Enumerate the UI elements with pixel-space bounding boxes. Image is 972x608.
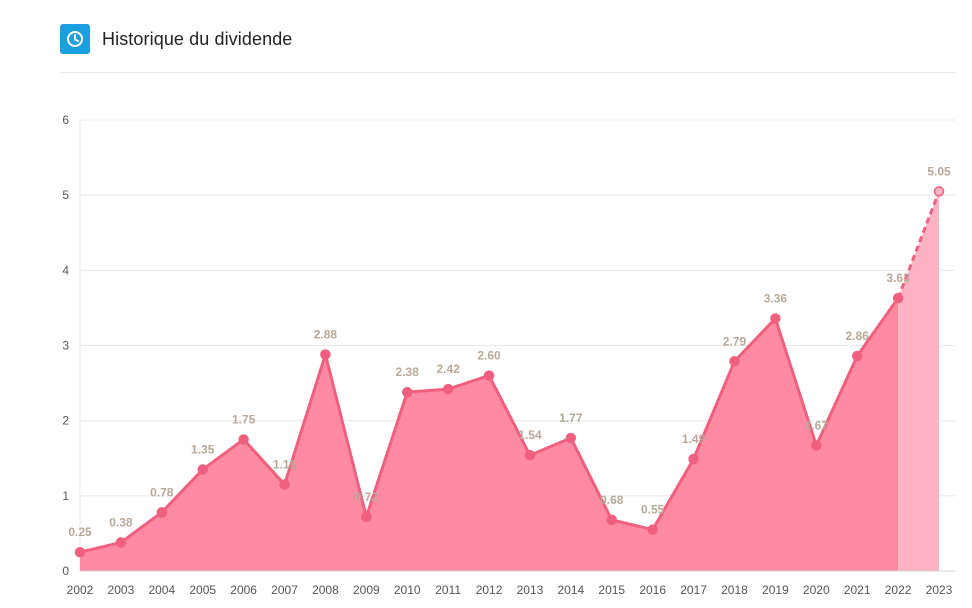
data-point-2020 [811,440,822,451]
y-tick-label: 3 [62,339,69,353]
data-point-2021 [851,350,863,362]
x-tick-label-2021: 2021 [844,583,871,597]
y-tick-label: 4 [62,263,69,277]
data-point-2006 [238,434,249,445]
data-point-2019 [770,313,781,324]
x-tick-label-2007: 2007 [271,583,298,597]
section-header: Historique du dividende [60,24,956,73]
data-point-2003 [115,537,127,548]
section-title: Historique du dividende [102,29,293,49]
y-tick-label: 5 [62,188,69,202]
x-tick-label-2012: 2012 [476,583,503,597]
data-label-2005: 1.35 [191,443,215,457]
data-label-2003: 0.38 [109,515,133,529]
data-label-2004: 0.78 [150,485,174,499]
x-tick-label-2018: 2018 [721,583,748,597]
data-label-2023: 5.05 [927,164,951,178]
data-label-2009: 0.72 [355,490,379,504]
x-tick-label-2010: 2010 [394,583,421,597]
y-tick-label: 2 [62,414,69,428]
data-point-2023 [933,186,945,197]
x-tick-label-2011: 2011 [435,583,461,597]
x-tick-label-2022: 2022 [885,583,912,597]
x-tick-label-2004: 2004 [148,583,175,597]
data-label-2012: 2.60 [477,349,501,363]
data-point-2002 [74,546,86,558]
data-point-2011 [442,383,454,395]
data-point-2004 [156,507,168,518]
x-tick-label-2002: 2002 [67,583,94,597]
x-tick-label-2008: 2008 [312,583,339,597]
x-tick-label-2019: 2019 [762,583,789,597]
x-tick-label-2015: 2015 [598,583,625,597]
data-label-2022: 3.63 [886,271,910,285]
data-point-2014 [565,432,577,444]
x-tick-label-2005: 2005 [189,583,216,597]
data-point-2017 [688,453,699,465]
data-point-2015 [606,514,618,526]
data-point-2013 [524,449,536,461]
area-fill [80,298,899,571]
data-point-2018 [729,356,740,367]
x-tick-label-2003: 2003 [108,583,135,597]
x-tick-label-2014: 2014 [558,583,585,597]
x-tick-label-2020: 2020 [803,583,830,597]
data-label-2019: 3.36 [764,291,788,305]
y-tick-label: 1 [62,489,69,503]
x-tick-label-2013: 2013 [517,583,544,597]
data-point-2008 [320,349,331,360]
data-label-2021: 2.86 [846,329,870,343]
data-point-2016 [647,524,658,535]
x-tick-label-2009: 2009 [353,583,380,597]
y-tick-label: 6 [62,113,69,127]
data-label-2006: 1.75 [232,412,256,426]
data-label-2014: 1.77 [559,411,583,425]
data-label-2002: 0.25 [68,525,92,539]
data-point-2012 [483,370,495,381]
x-tick-label-2006: 2006 [230,583,257,597]
data-label-2018: 2.79 [723,334,747,348]
data-label-2008: 2.88 [314,328,338,342]
area-fill-projected [898,191,939,572]
data-point-2022 [892,292,904,304]
data-label-2011: 2.42 [436,362,460,376]
data-point-2009 [361,511,372,523]
data-label-2017: 1.49 [682,432,706,446]
clock-icon [60,24,90,54]
series-line-projected [896,190,941,299]
data-label-2016: 0.55 [641,503,665,517]
data-label-2020: 1.67 [805,418,829,432]
x-tick-label-2017: 2017 [680,583,707,597]
data-point-2007 [279,479,290,490]
data-label-2015: 0.68 [600,493,624,507]
data-label-2013: 1.54 [518,428,542,442]
x-tick-label-2016: 2016 [639,583,666,597]
data-point-2010 [401,386,413,398]
y-tick-label: 0 [62,564,69,578]
data-label-2010: 2.38 [396,365,420,379]
x-tick-label-2023: 2023 [926,583,953,597]
data-label-2007: 1.15 [273,458,297,472]
data-point-2005 [197,464,208,475]
